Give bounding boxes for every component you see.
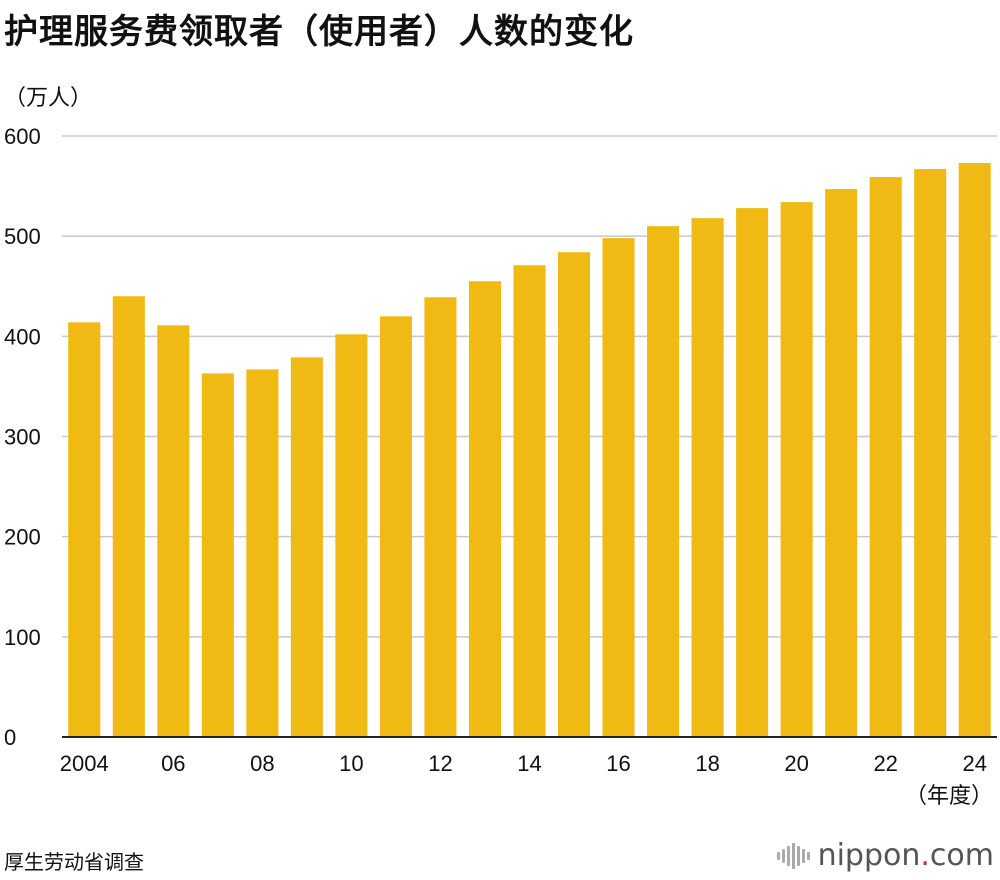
bar bbox=[379, 316, 412, 737]
chart-title: 护理服务费领取者（使用者）人数的变化 bbox=[4, 12, 634, 52]
sound-bars-icon bbox=[776, 842, 810, 869]
x-tick-label: 24 bbox=[962, 751, 986, 776]
x-tick-label: 12 bbox=[428, 751, 452, 776]
bar bbox=[468, 281, 502, 737]
x-tick-label: 06 bbox=[161, 751, 185, 776]
bar bbox=[869, 177, 902, 737]
source-note: 厚生劳动省调查 bbox=[4, 850, 144, 874]
x-tick-label: 16 bbox=[606, 751, 630, 776]
y-tick-label: 300 bbox=[4, 425, 41, 450]
bar bbox=[68, 322, 101, 737]
bar bbox=[647, 226, 680, 737]
bar bbox=[736, 208, 769, 737]
y-axis-unit: （万人） bbox=[4, 86, 93, 111]
bar bbox=[780, 202, 813, 738]
brand-domain: com bbox=[929, 838, 994, 873]
bar bbox=[691, 218, 724, 738]
bar bbox=[825, 189, 858, 738]
bar bbox=[557, 252, 591, 737]
x-tick-label: 10 bbox=[339, 751, 363, 776]
x-axis-label: （年度） bbox=[905, 784, 993, 809]
bar bbox=[958, 163, 991, 738]
brand-dot: . bbox=[920, 838, 930, 873]
bar bbox=[112, 296, 145, 737]
y-tick-label: 100 bbox=[4, 625, 41, 650]
x-tick-label: 14 bbox=[517, 751, 541, 776]
bar bbox=[201, 373, 234, 737]
bar bbox=[335, 334, 368, 737]
brand-name: nippon bbox=[817, 838, 921, 873]
y-tick-label: 600 bbox=[4, 124, 41, 149]
x-tick-label: 08 bbox=[250, 751, 274, 776]
y-tick-label: 500 bbox=[4, 224, 41, 249]
x-tick-label: 20 bbox=[784, 751, 808, 776]
y-tick-label: 200 bbox=[4, 525, 41, 550]
bar bbox=[602, 238, 635, 738]
bar bbox=[914, 169, 947, 737]
bar bbox=[157, 325, 190, 737]
bar bbox=[290, 357, 323, 737]
x-tick-label: 18 bbox=[695, 751, 719, 776]
nippon-logo: nippon. com bbox=[776, 838, 994, 873]
bar bbox=[513, 265, 546, 737]
y-tick-label: 400 bbox=[4, 324, 41, 349]
bar bbox=[246, 369, 279, 737]
x-tick-label: 22 bbox=[873, 751, 897, 776]
bar bbox=[424, 297, 457, 737]
y-tick-label: 0 bbox=[4, 725, 16, 750]
x-tick-label: 2004 bbox=[60, 751, 109, 776]
